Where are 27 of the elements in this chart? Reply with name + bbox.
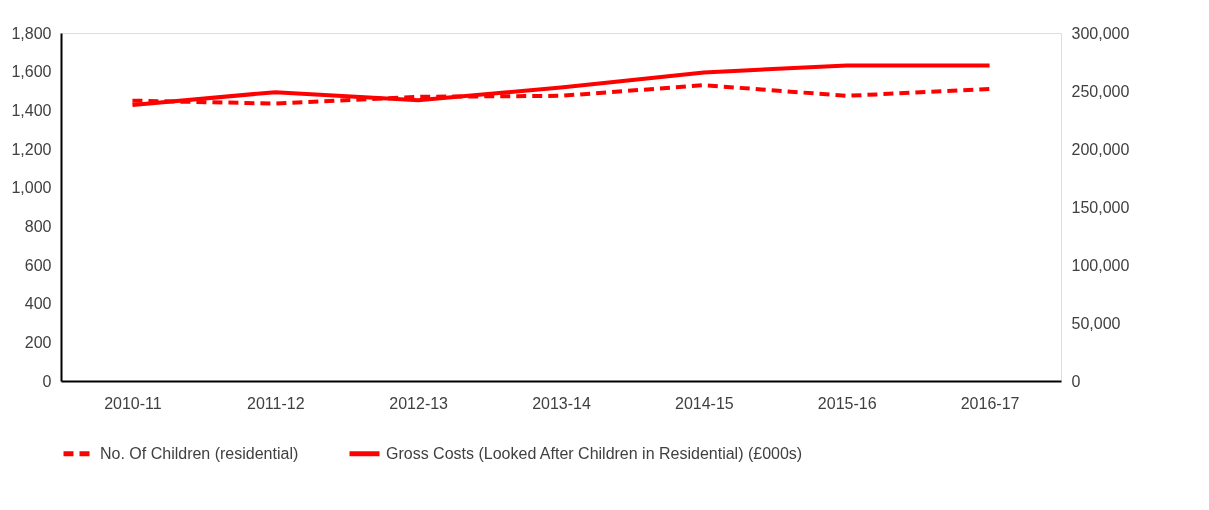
y-tick-label: 600: [24, 256, 52, 274]
y-tick-label: 1,000: [11, 179, 52, 197]
y2-tick-label: 200,000: [1071, 140, 1130, 158]
y-tick-label: 1,800: [11, 24, 52, 42]
y-tick-label: 1,200: [11, 140, 52, 158]
y-tick-label: 0: [42, 372, 52, 390]
y-tick-label: 400: [24, 295, 52, 313]
y2-tick-label: 0: [1071, 372, 1081, 390]
legend-label: No. Of Children (residential): [100, 444, 299, 462]
y-tick-label: 1,600: [11, 63, 52, 81]
y-tick-label: 1,400: [11, 101, 52, 119]
x-tick-label: 2011-12: [247, 394, 305, 412]
x-tick-label: 2014-15: [675, 394, 734, 412]
y-tick-label: 200: [24, 333, 52, 351]
y2-tick-label: 250,000: [1071, 82, 1130, 100]
x-tick-label: 2013-14: [532, 394, 591, 412]
y2-tick-label: 150,000: [1071, 198, 1130, 216]
x-tick-label: 2012-13: [389, 394, 449, 412]
legend-label: Gross Costs (Looked After Children in Residential) (£000s): [386, 444, 803, 462]
line-series: [130, 63, 992, 107]
y2-tick-label: 100,000: [1071, 256, 1130, 274]
y2-tick-label: 50,000: [1071, 314, 1121, 332]
y2-tick-label: 300,000: [1071, 24, 1130, 42]
x-tick-label: 2016-17: [960, 394, 1020, 412]
x-tick-label: 2015-16: [817, 394, 877, 412]
x-tick-label: 2010-11: [104, 394, 162, 412]
y-tick-label: 800: [24, 217, 52, 235]
